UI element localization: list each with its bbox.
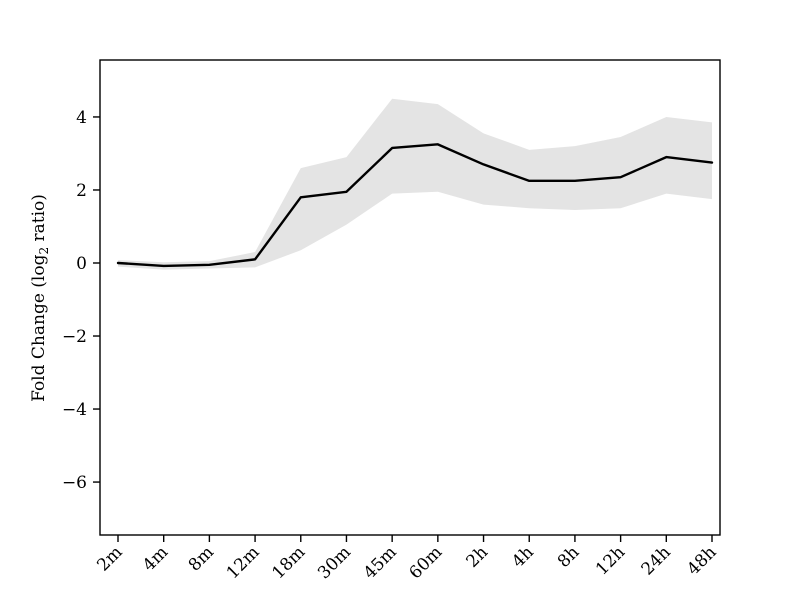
y-tick-label: −6 <box>62 473 87 493</box>
y-axis-ticks: −6 −4 −2 0 2 4 <box>62 108 100 493</box>
x-tick-label: 48h <box>683 542 720 579</box>
x-tick-label: 12m <box>223 542 264 583</box>
confidence-band-area <box>118 98 712 270</box>
y-axis-label-post: ratio) <box>29 194 49 247</box>
x-tick-label: 8h <box>554 542 584 572</box>
y-axis-label: Fold Change (log2 ratio) <box>29 194 51 402</box>
x-tick-label: 12h <box>592 542 629 579</box>
x-tick-label: 24h <box>638 542 675 579</box>
x-tick-label: 4h <box>508 542 538 572</box>
y-tick-label: −2 <box>62 327 87 347</box>
x-tick-label: 60m <box>406 542 447 583</box>
y-tick-label: 0 <box>76 254 87 274</box>
x-axis-ticks: 2m 4m 8m 12m 18m 30m 45m 60m 2h 4h 8h 12h 24h 48h <box>93 535 721 583</box>
mean-line <box>116 143 714 268</box>
y-axis-label-subscript: 2 <box>37 247 51 255</box>
y-tick-label: 2 <box>76 181 87 201</box>
x-tick-label: 18m <box>268 542 309 583</box>
y-axis-label-pre: Fold Change (log <box>29 254 49 402</box>
confidence-band <box>118 98 712 270</box>
axes-spines <box>99 59 721 536</box>
y-tick-label: −4 <box>62 400 87 420</box>
x-tick-label: 30m <box>314 542 355 583</box>
y-tick-label: 4 <box>76 108 87 128</box>
x-tick-label: 8m <box>185 542 218 575</box>
mean-line-path <box>116 143 714 268</box>
x-tick-label: 2h <box>463 542 493 572</box>
x-tick-label: 2m <box>93 542 126 575</box>
x-tick-label: 4m <box>139 542 172 575</box>
x-tick-label: 45m <box>360 542 401 583</box>
